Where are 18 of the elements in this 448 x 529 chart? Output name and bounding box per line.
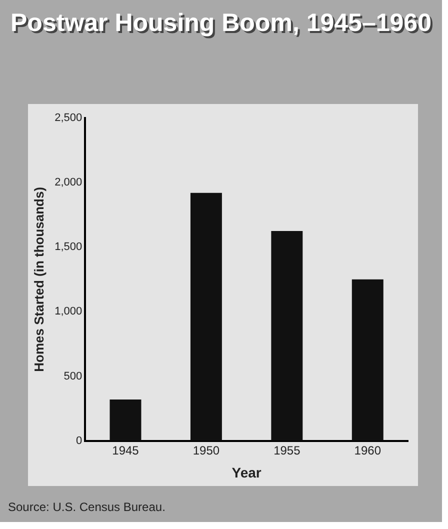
x-tick-label: 1960 [354, 443, 382, 458]
bar [271, 230, 303, 441]
x-tick-label: 1950 [192, 443, 220, 458]
x-tick-label: 1945 [112, 443, 140, 458]
source-note: Source: U.S. Census Bureau. [8, 500, 166, 514]
bar [352, 279, 384, 441]
y-tick-label: 500 [64, 370, 82, 382]
bar [110, 399, 142, 441]
y-tick-label: 2,500 [54, 112, 82, 124]
y-axis-title: Homes Started (in thousands) [31, 186, 46, 372]
y-tick-label: 2,000 [54, 176, 82, 189]
chart-title: Postwar Housing Boom, 1945–1960 [10, 8, 432, 39]
x-axis-title: Year [232, 464, 262, 480]
y-tick-label: 1,000 [54, 306, 82, 318]
x-tick-label: 1955 [274, 443, 301, 458]
y-tick-label: 1,500 [54, 241, 82, 254]
bar [190, 192, 222, 441]
y-tick-label: 0 [76, 434, 82, 447]
